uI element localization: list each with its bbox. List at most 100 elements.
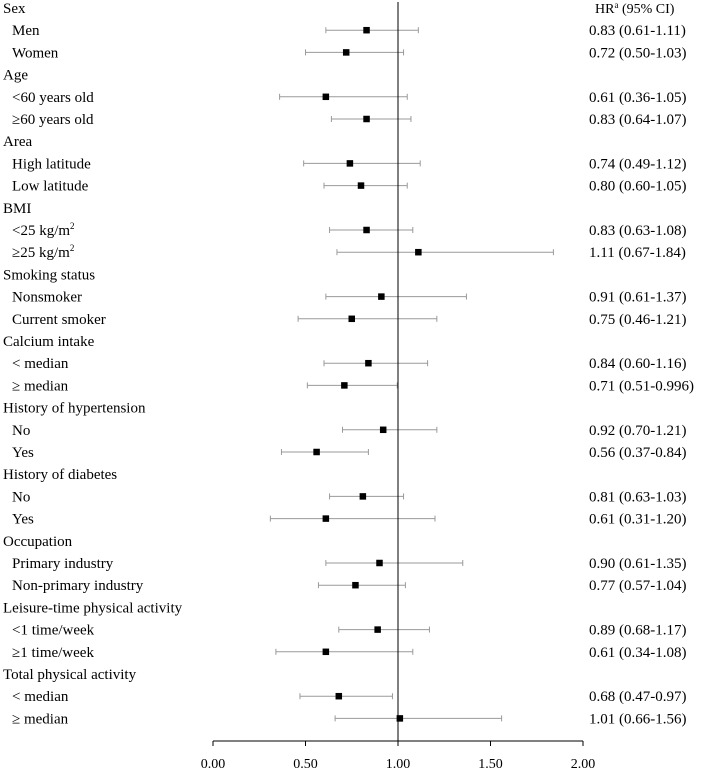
row-label: ≥1 time/week	[12, 645, 94, 661]
row-label: No	[12, 423, 30, 439]
hr-point	[363, 26, 370, 34]
row-label: ≥25 kg/m2	[12, 243, 74, 261]
row-label: <60 years old	[12, 90, 94, 106]
group-label: BMI	[3, 201, 31, 217]
hr-point	[341, 382, 348, 389]
row-label: No	[12, 489, 30, 505]
row-label-text: ≥25 kg/m	[12, 245, 70, 261]
hr-point	[313, 448, 320, 456]
hr-point	[363, 115, 370, 123]
row-label-text: ≥60 years old	[12, 112, 94, 128]
hr-point	[335, 692, 343, 700]
hr-point	[374, 626, 381, 633]
row-label-text: Non-primary industry	[12, 578, 144, 594]
group-label: Total physical activity	[3, 667, 137, 683]
x-tick-label: 0.50	[293, 757, 318, 770]
x-axis: 0.00 0.50 1.00 1.50 2.00	[201, 2, 596, 770]
hr-value: 0.90 (0.61-1.35)	[589, 556, 687, 572]
hr-value: 0.84 (0.60-1.16)	[589, 356, 687, 372]
row-label: Nonsmoker	[12, 290, 82, 306]
row-label: ≥60 years old	[12, 112, 94, 128]
row-label: ≥ median	[12, 378, 69, 394]
group-label: Age	[3, 68, 28, 84]
row-label-text: ≥1 time/week	[12, 645, 94, 661]
row-label-text: ≥ median	[12, 378, 69, 394]
row-label-text: ≥ median	[12, 711, 69, 727]
column-header: HRa (95% CI)	[595, 0, 675, 17]
row-label-text: <60 years old	[12, 90, 94, 106]
hr-value: 1.11 (0.67-1.84)	[589, 245, 686, 261]
group-label: History of hypertension	[3, 401, 146, 417]
row-label-text: <25 kg/m	[12, 223, 70, 239]
hr-value: 0.61 (0.36-1.05)	[589, 90, 687, 106]
row-label: Women	[12, 45, 59, 61]
hr-value: 0.71 (0.51-0.996)	[589, 378, 694, 394]
x-tick-label: 1.00	[386, 757, 411, 770]
row-label-text: Yes	[12, 445, 34, 461]
hr-value: 0.75 (0.46-1.21)	[589, 312, 687, 328]
hr-value: 0.83 (0.63-1.08)	[589, 223, 687, 239]
row-label-superscript: 2	[70, 243, 75, 253]
row-label: Men	[12, 23, 40, 39]
hr-value: 0.68 (0.47-0.97)	[589, 689, 687, 705]
row-label: <25 kg/m2	[12, 221, 75, 239]
row-label: High latitude	[12, 156, 91, 172]
hr-point	[378, 293, 385, 300]
group-label: Sex	[3, 1, 26, 17]
group-label: Smoking status	[3, 267, 95, 283]
hr-value: 0.72 (0.50-1.03)	[589, 45, 687, 61]
hr-value: 0.91 (0.61-1.37)	[589, 290, 687, 306]
hr-point	[376, 559, 383, 567]
hr-point	[415, 248, 422, 256]
row-label-text: Yes	[12, 512, 34, 528]
hr-value: 0.74 (0.49-1.12)	[589, 156, 687, 172]
row-label: Low latitude	[12, 179, 89, 195]
hr-value: 0.83 (0.64-1.07)	[589, 112, 687, 128]
header-ci: (95% CI)	[618, 2, 674, 17]
hr-value: 0.61 (0.31-1.20)	[589, 512, 687, 528]
group-label: Calcium intake	[3, 334, 95, 350]
row-label: Primary industry	[12, 556, 114, 572]
row-label-text: Current smoker	[12, 312, 106, 328]
hr-value: 0.77 (0.57-1.04)	[589, 578, 687, 594]
row-label: Yes	[12, 445, 34, 461]
hr-point	[359, 493, 367, 500]
hr-point	[342, 49, 350, 56]
row-label-text: < median	[12, 689, 69, 705]
row-label-superscript: 2	[70, 221, 75, 231]
row-label-text: < median	[12, 356, 69, 372]
hr-value: 0.81 (0.63-1.03)	[589, 489, 687, 505]
row-label-text: Nonsmoker	[12, 290, 82, 306]
group-label: Leisure-time physical activity	[3, 600, 183, 616]
hr-value: 0.80 (0.60-1.05)	[589, 179, 687, 195]
group-label: Occupation	[3, 534, 73, 550]
hr-point	[363, 226, 370, 234]
row-label: Yes	[12, 512, 34, 528]
row-label: <1 time/week	[12, 623, 95, 639]
hr-point	[396, 715, 404, 722]
header-hr-superscript: a	[614, 0, 618, 10]
row-label-text: High latitude	[12, 156, 91, 172]
hr-value: 1.01 (0.66-1.56)	[589, 711, 687, 727]
x-tick-label: 2.00	[571, 757, 596, 770]
hr-value: 0.89 (0.68-1.17)	[589, 623, 687, 639]
x-tick-label: 0.00	[201, 757, 226, 770]
hr-point	[322, 648, 330, 656]
hr-value: 0.61 (0.34-1.08)	[589, 645, 687, 661]
group-label: History of diabetes	[3, 467, 117, 483]
hr-point	[352, 581, 359, 589]
row-label-text: Men	[12, 23, 40, 39]
hr-value: 0.92 (0.70-1.21)	[589, 423, 687, 439]
hr-point	[322, 93, 330, 101]
row-label: < median	[12, 356, 69, 372]
row-label-text: No	[12, 423, 30, 439]
row-label-text: Primary industry	[12, 556, 114, 572]
row-label-text: No	[12, 489, 30, 505]
hr-point	[346, 160, 354, 167]
header-hr: HR	[595, 2, 615, 17]
hr-point	[348, 315, 355, 323]
hr-point	[322, 515, 330, 522]
row-label-text: <1 time/week	[12, 623, 95, 639]
hr-point	[365, 359, 372, 367]
row-label: Non-primary industry	[12, 578, 144, 594]
